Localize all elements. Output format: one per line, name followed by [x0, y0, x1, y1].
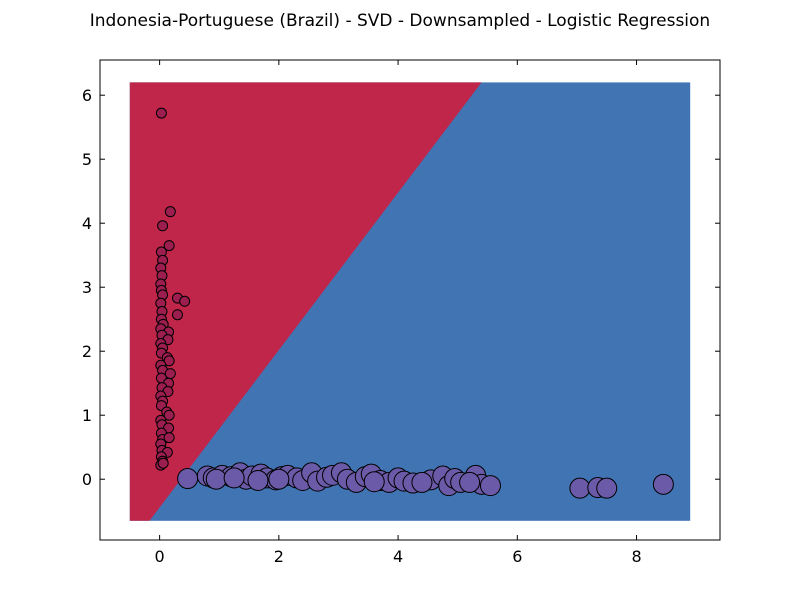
data-point-series-1 — [157, 457, 169, 469]
data-point-series-1 — [164, 368, 176, 380]
y-tick-label: 5 — [82, 150, 92, 169]
data-point-series-1 — [163, 432, 175, 444]
x-tick-label: 2 — [274, 547, 284, 566]
x-tick-label: 8 — [631, 547, 641, 566]
data-point-series-2 — [652, 473, 674, 495]
y-tick-label: 3 — [82, 278, 92, 297]
data-point-series-2 — [459, 471, 481, 493]
data-point-series-1 — [164, 206, 176, 218]
data-point-series-1 — [157, 220, 169, 232]
data-point-series-2 — [177, 468, 199, 490]
data-point-series-1 — [155, 107, 167, 119]
data-point-series-2 — [247, 469, 269, 491]
data-point-series-2 — [363, 471, 385, 493]
data-point-series-2 — [569, 477, 591, 499]
chart-title: Indonesia-Portuguese (Brazil) - SVD - Do… — [90, 11, 710, 31]
decision-region-upper-left — [129, 82, 482, 521]
data-point-series-2 — [205, 468, 227, 490]
data-point-series-1 — [163, 355, 175, 367]
plot-area: 0 2 4 6 8 0 1 2 3 4 5 6 — [82, 59, 721, 566]
data-point-series-1 — [179, 295, 191, 307]
data-point-series-2 — [223, 467, 245, 489]
x-tick-label: 4 — [393, 547, 403, 566]
data-point-series-1 — [163, 409, 175, 421]
x-tick-label: 0 — [155, 547, 165, 566]
x-tick-label: 6 — [512, 547, 522, 566]
data-point-series-1 — [172, 309, 183, 321]
data-point-series-2 — [479, 475, 501, 497]
y-tick-label: 1 — [82, 406, 92, 425]
y-tick-label: 4 — [82, 214, 92, 233]
y-tick-label: 2 — [82, 342, 92, 361]
data-point-series-2 — [411, 471, 433, 493]
y-tick-label: 6 — [82, 86, 92, 105]
data-point-series-2 — [596, 477, 618, 499]
axes-frame — [99, 59, 721, 541]
data-point-series-2 — [268, 468, 290, 490]
y-tick-label: 0 — [82, 470, 92, 489]
data-point-series-1 — [163, 240, 175, 252]
